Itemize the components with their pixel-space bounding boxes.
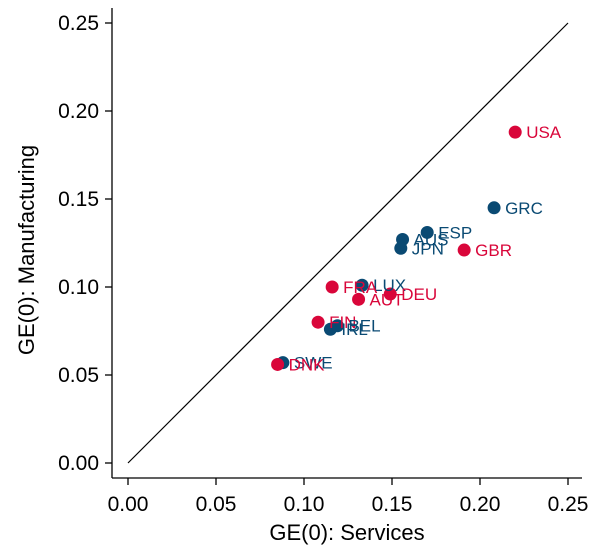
- point-label-aus: AUS: [414, 230, 449, 249]
- reference-line-group: [127, 22, 569, 464]
- y-tick-label: 0.00: [58, 452, 99, 475]
- y-tick-label: 0.25: [58, 12, 99, 35]
- point-deu: [383, 287, 397, 301]
- point-irl: [323, 322, 337, 336]
- y-axis-title: GE(0): Manufacturing: [14, 145, 39, 355]
- point-label-esp: ESP: [438, 223, 472, 242]
- reference-line-45deg: [127, 22, 569, 464]
- point-lux: [355, 278, 369, 292]
- point-dnk: [271, 357, 285, 371]
- point-label-aut: AUT: [370, 290, 404, 309]
- point-label-bel: BEL: [348, 317, 380, 336]
- point-label-irl: IRL: [341, 320, 367, 339]
- point-label-lux: LUX: [373, 276, 406, 295]
- x-axis-title: GE(0): Services: [269, 520, 424, 545]
- x-tick-label: 0.05: [196, 493, 237, 516]
- point-jpn: [394, 241, 408, 255]
- point-label-jpn: JPN: [412, 239, 444, 258]
- x-tick-label: 0.00: [108, 493, 149, 516]
- y-tick-label: 0.20: [58, 100, 99, 123]
- point-usa: [508, 125, 522, 139]
- point-esp: [420, 225, 434, 239]
- point-fin: [311, 315, 325, 329]
- y-tick-label: 0.05: [58, 364, 99, 387]
- point-label-grc: GRC: [505, 199, 543, 218]
- y-tick-label: 0.10: [58, 276, 99, 299]
- point-label-gbr: GBR: [475, 241, 512, 260]
- point-label-fra: FRA: [343, 278, 378, 297]
- point-aut: [352, 292, 366, 306]
- point-label-usa: USA: [526, 123, 562, 142]
- axes: 0.00 0.05 0.10 0.15 0.20 0.25 0.00 0.05 0.10 0.15…: [58, 8, 588, 516]
- y-tick-label: 0.15: [58, 188, 99, 211]
- point-gbr: [457, 243, 471, 257]
- point-label-swe: SWE: [294, 354, 333, 373]
- x-tick-label: 0.10: [284, 493, 325, 516]
- point-label-deu: DEU: [401, 285, 437, 304]
- point-label-fin: FIN: [329, 313, 356, 332]
- point-grc: [487, 201, 501, 215]
- point-label-dnk: DNK: [289, 355, 326, 374]
- data-points: [271, 125, 522, 371]
- x-tick-label: 0.20: [460, 493, 501, 516]
- x-tick-label: 0.15: [372, 493, 413, 516]
- x-tick-label: 0.25: [548, 493, 589, 516]
- point-fra: [325, 280, 339, 294]
